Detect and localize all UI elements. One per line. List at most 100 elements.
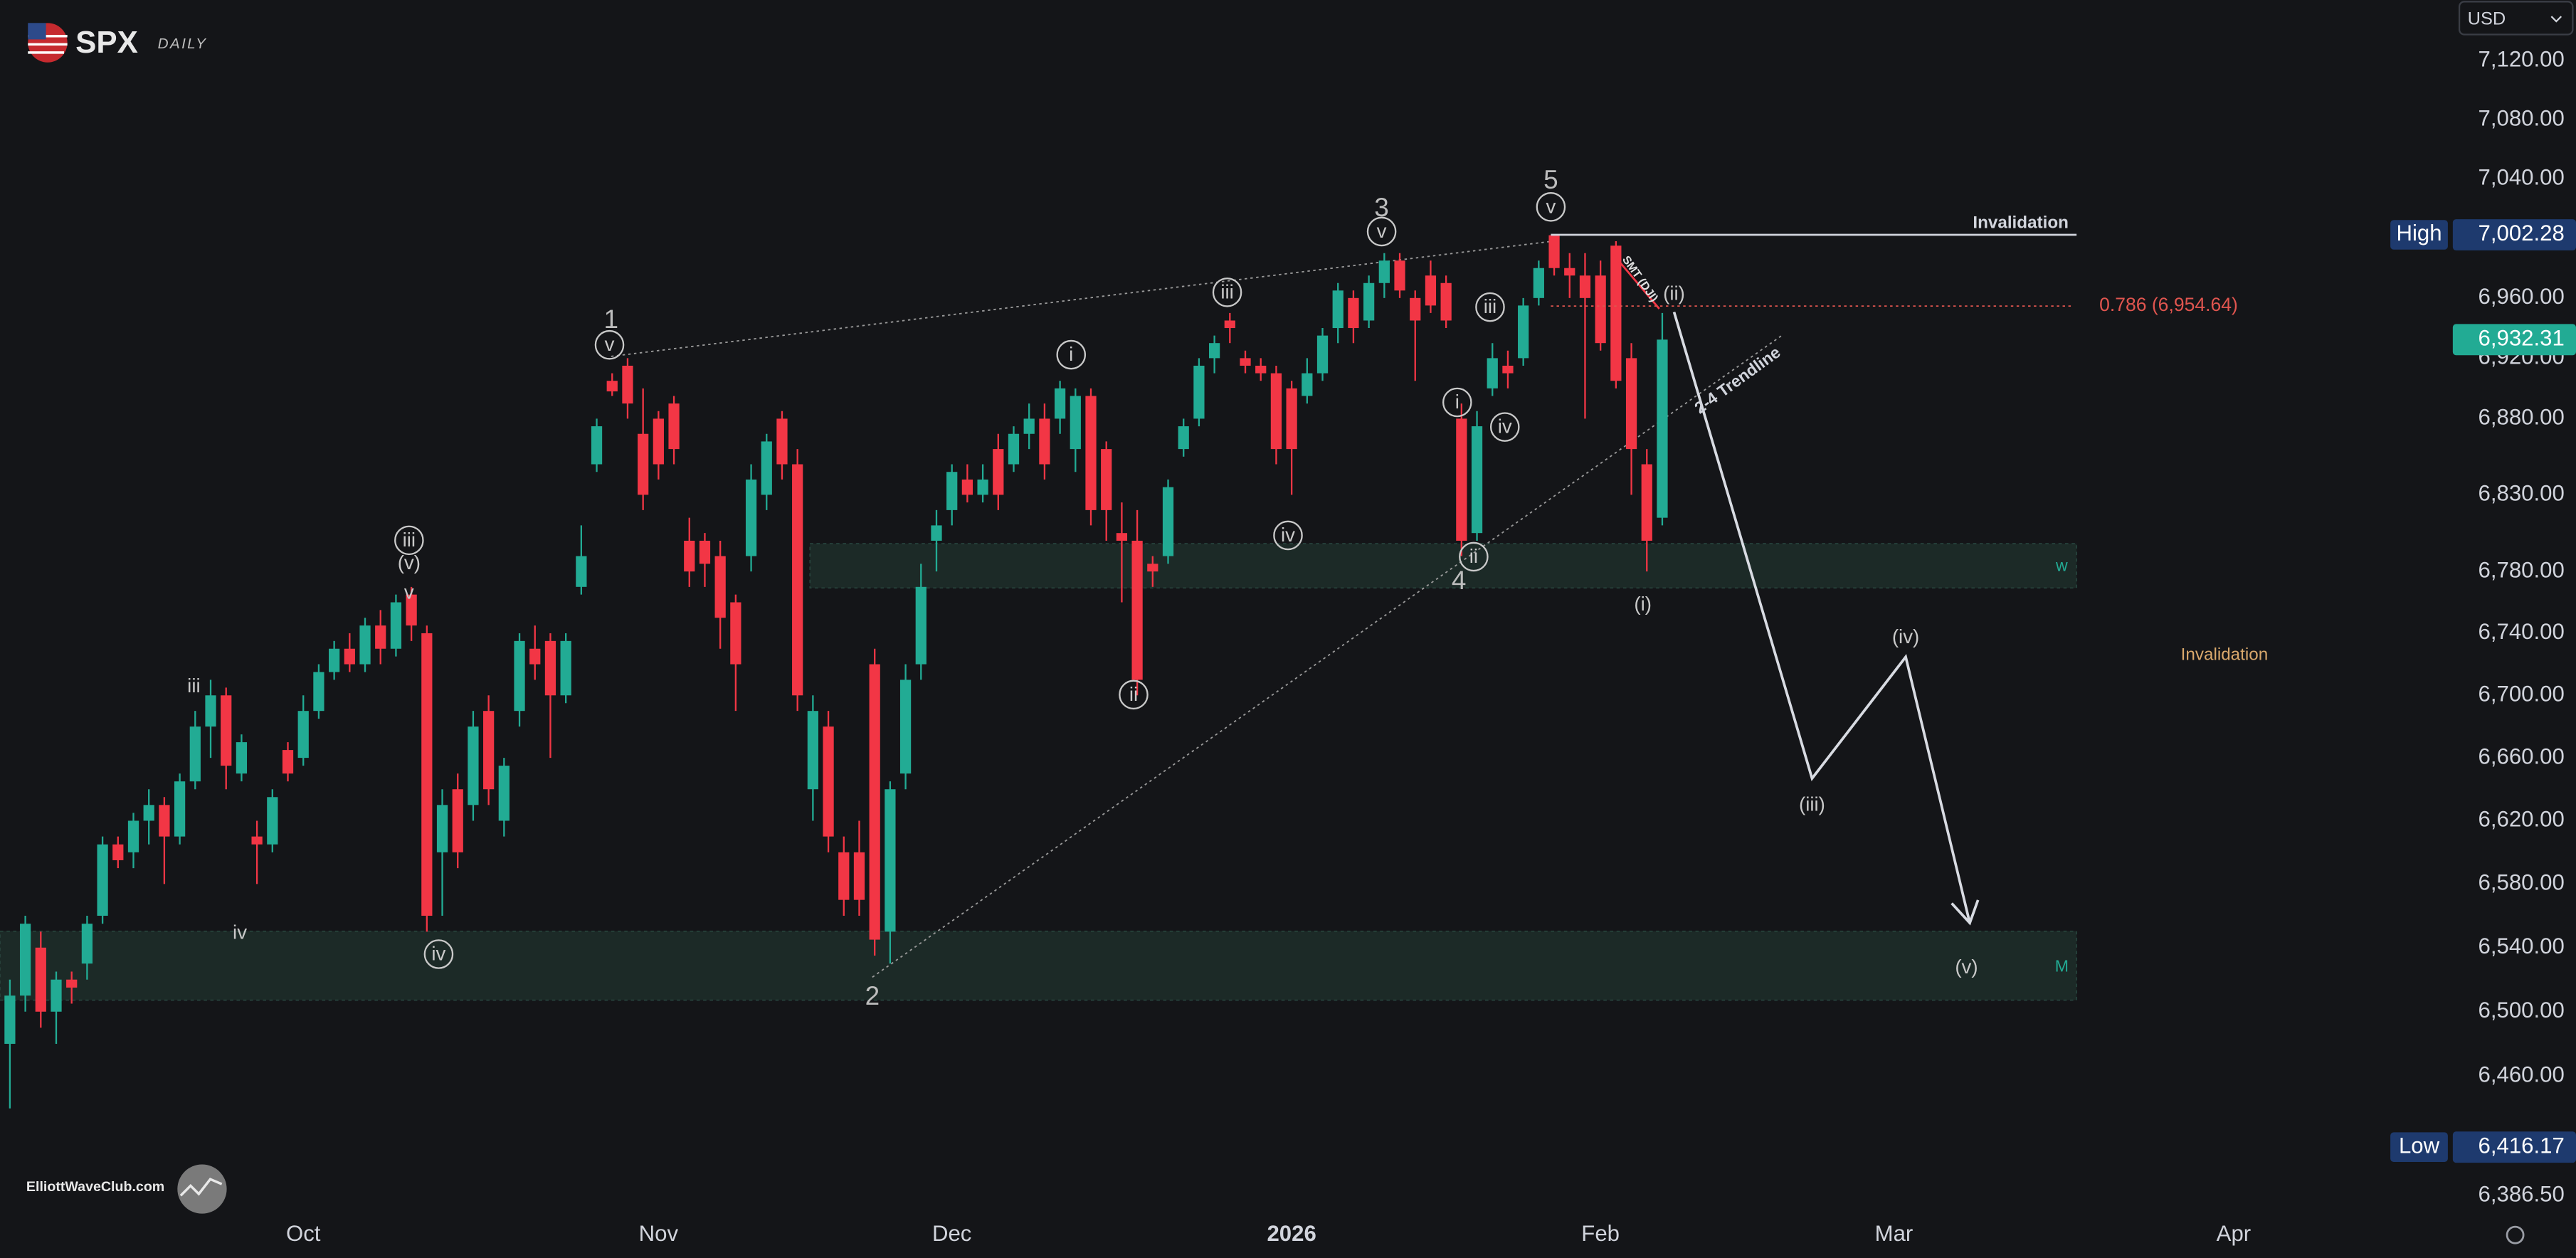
candle-body [606, 381, 618, 392]
candle-body [869, 664, 880, 940]
candle-body [653, 418, 664, 465]
candle-body [1039, 418, 1050, 465]
candle-body [359, 625, 371, 665]
candle-body [1657, 339, 1668, 518]
candle-body [267, 797, 278, 845]
candle-body [375, 625, 386, 649]
price-tag-value: 7,002.28 [2479, 221, 2565, 245]
wave-circle [594, 329, 625, 360]
y-tick-label: 7,040.00 [2479, 164, 2565, 189]
wave-label: v [605, 333, 615, 355]
zone-label: M [2055, 957, 2069, 976]
candle-body [251, 836, 263, 845]
candle-body [1316, 335, 1329, 374]
trendline [611, 240, 1551, 357]
wave-label: v [1546, 195, 1556, 217]
candle-body [638, 433, 649, 495]
price-tag-name: High [2396, 221, 2442, 245]
candle-body [961, 479, 973, 495]
candle-body [66, 979, 78, 988]
x-tick-label: Oct [286, 1221, 321, 1246]
candle-body [189, 726, 201, 782]
wave-circle [1212, 278, 1242, 307]
candle-body [576, 556, 587, 587]
candle-body [1564, 268, 1575, 276]
currency-caret[interactable] [2550, 16, 2562, 23]
wave-label: (ii) [1663, 282, 1685, 305]
y-tick-label: 6,830.00 [2479, 481, 2565, 506]
wave-circle [1475, 292, 1505, 322]
price-tag-value: 6,416.17 [2479, 1133, 2565, 1158]
symbol: SPX [75, 25, 138, 60]
settings-icon[interactable] [2506, 1225, 2525, 1244]
candle-body [1023, 418, 1035, 434]
wave-circle [1119, 680, 1149, 710]
wave-label: 3 [1374, 193, 1389, 222]
fib-label: 0.786 (6,954.64) [2099, 294, 2238, 315]
candle-body [899, 680, 912, 774]
candle-body [1533, 268, 1544, 298]
candle-body [1131, 540, 1143, 680]
candle-body [1456, 418, 1467, 541]
zone-label: w [2055, 556, 2068, 574]
candle-body [436, 805, 448, 852]
invalidation-label: Invalidation [2181, 645, 2269, 664]
candle-body [344, 648, 355, 665]
y-tick-label: 6,580.00 [2479, 870, 2565, 895]
wave-circle [1366, 216, 1397, 247]
brand-icon-wave [179, 1178, 223, 1197]
wave-label: (v) [1955, 956, 1978, 978]
candle-body [1147, 564, 1158, 572]
candle-body [1548, 235, 1560, 268]
wave-circle [1273, 520, 1303, 551]
candle-body [406, 594, 417, 626]
wave-label: ii [1129, 683, 1138, 705]
candle-body [19, 924, 31, 996]
wave-label: iv [233, 921, 247, 943]
candle-body [1363, 282, 1375, 321]
currency-box[interactable] [2458, 1, 2574, 36]
wave-circle [1489, 412, 1520, 442]
wave-label: (v) [398, 551, 421, 574]
candle-body [1255, 365, 1267, 374]
candle-body [1208, 343, 1220, 359]
projection-path [1672, 312, 1971, 924]
interval: DAILY [158, 36, 208, 52]
candle-body [1502, 365, 1514, 374]
candle-body [776, 418, 788, 465]
candle-body [1116, 533, 1128, 541]
y-tick-label: 6,460.00 [2479, 1062, 2565, 1087]
y-tick-label: 6,960.00 [2479, 284, 2565, 309]
candle-body [1425, 275, 1437, 306]
candle-body [1193, 365, 1205, 419]
wave-circle [394, 525, 424, 556]
candle-body [714, 556, 726, 618]
candle-body [174, 781, 186, 837]
currency[interactable]: USD [2468, 9, 2506, 28]
candle-body [792, 464, 803, 696]
x-tick-label: Dec [932, 1221, 971, 1246]
candle-body [885, 789, 896, 932]
candle-body [745, 479, 757, 556]
candle-body [591, 426, 603, 465]
candle-body [853, 852, 865, 900]
wave-circle [1056, 339, 1087, 370]
wave-circle [1536, 192, 1566, 222]
flag-canton [28, 23, 46, 40]
wave-label: i [1455, 391, 1459, 413]
candle-body [1101, 449, 1112, 510]
y-tick-label: 6,540.00 [2479, 934, 2565, 958]
footer-brand: ElliottWaveClub.com [26, 1179, 164, 1195]
candle-body [483, 711, 495, 790]
candle-body [668, 403, 680, 450]
candle-body [977, 479, 988, 495]
candle-body [1162, 487, 1174, 556]
candle-body [159, 805, 170, 837]
candle-body [915, 586, 927, 665]
candle-body [498, 766, 510, 821]
x-tick-label: Nov [639, 1221, 679, 1246]
wave-label: 2 [865, 981, 880, 1010]
demand-zone [809, 543, 2077, 588]
candle-body [143, 805, 154, 821]
candle-body [468, 726, 479, 805]
